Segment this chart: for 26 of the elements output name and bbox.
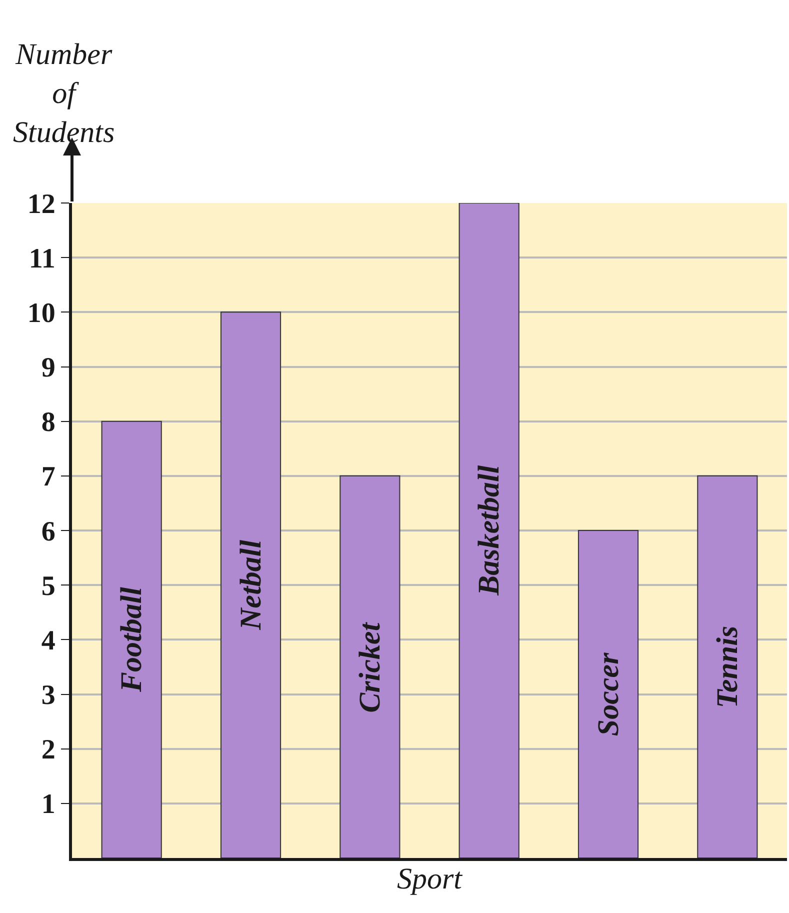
x-tick-label: Soccer [592, 652, 625, 736]
y-tick-label: 7 [41, 462, 56, 493]
bar [101, 420, 162, 858]
y-tick-label: 9 [41, 352, 56, 384]
bar [697, 475, 758, 858]
y-tick-label: 10 [27, 298, 56, 329]
bar [220, 312, 282, 858]
x-tick-label: Tennis [710, 626, 744, 708]
x-tick-label: Basketball [472, 464, 506, 596]
y-tick-label: 2 [41, 734, 56, 766]
y-tick-label: 5 [41, 570, 56, 602]
x-tick-label: Football [115, 586, 148, 694]
y-tick-label: 3 [41, 680, 56, 712]
bar [340, 475, 400, 858]
y-tick-label: 1 [41, 789, 56, 820]
y-tick-label: 6 [41, 516, 56, 548]
x-tick-label: Cricket [353, 621, 386, 713]
y-axis-title: Number of Students [13, 38, 115, 149]
bar [458, 203, 520, 858]
y-tick-label: 12 [27, 188, 56, 220]
y-tick-label: 11 [28, 243, 56, 274]
y-tick-label: 4 [41, 625, 56, 656]
bar [578, 530, 639, 858]
y-tick-label: 8 [41, 407, 56, 438]
x-tick-label: Netball [234, 539, 268, 631]
x-axis-title: Sport [396, 862, 463, 896]
